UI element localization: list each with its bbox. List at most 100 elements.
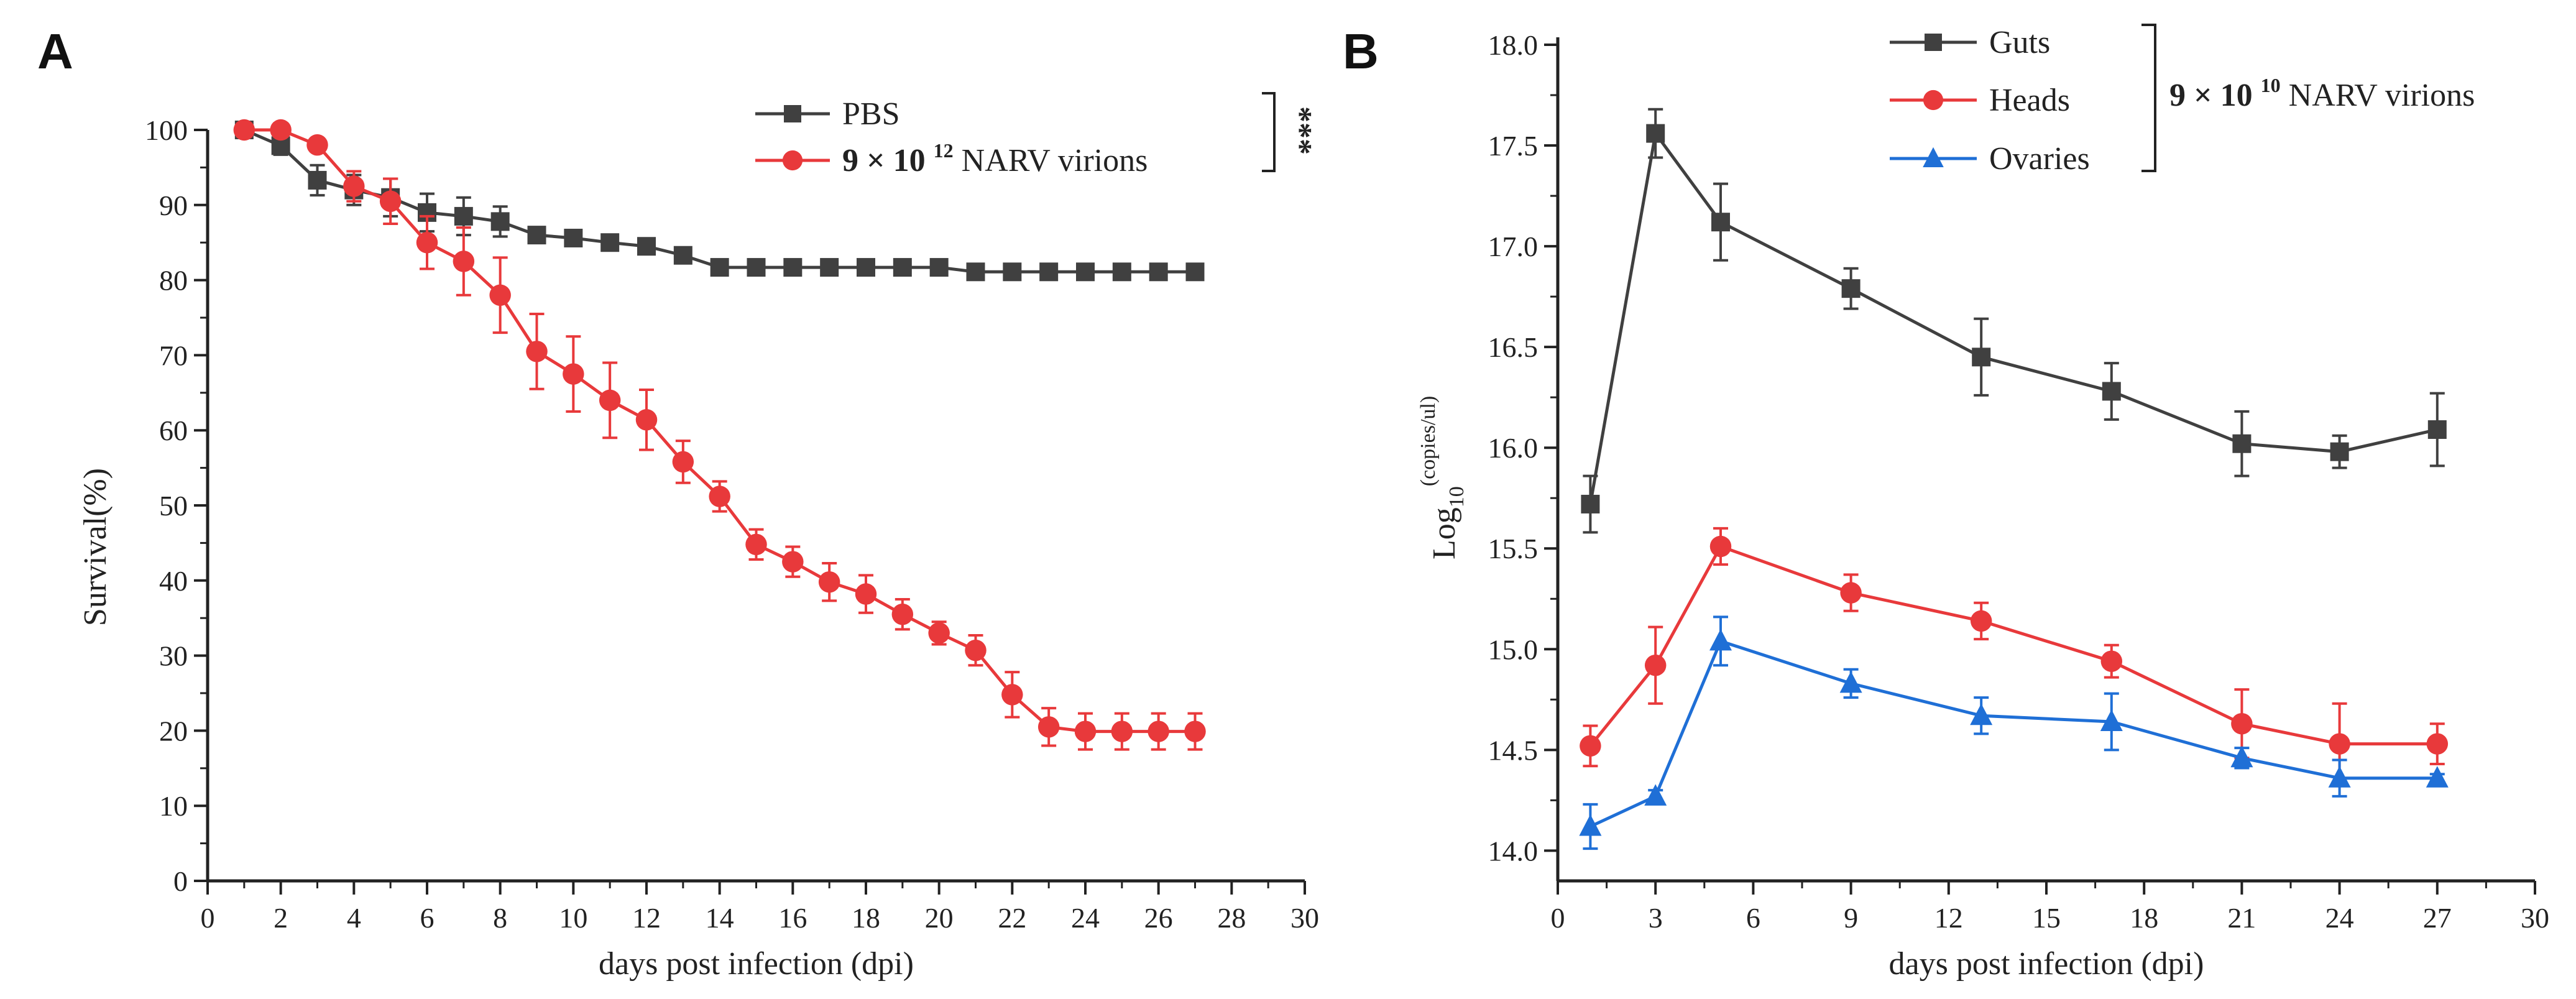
x-tick-label: 14 [706,902,734,934]
data-point [306,134,328,156]
data-point [1074,720,1097,742]
data-point [416,231,438,254]
data-point [928,622,950,644]
data-point [1840,582,1862,604]
data-point [2232,434,2252,453]
x-tick-label: 16 [778,902,807,934]
data-point [2102,382,2121,401]
y-tick-label: 20 [159,715,188,747]
x-tick-label: 15 [2032,902,2061,934]
data-point [1149,262,1168,282]
panel-label: A [37,24,73,79]
x-tick-label: 4 [347,902,361,934]
data-point [2426,766,2449,788]
y-tick-label: 10 [159,790,188,822]
data-point [2100,650,2123,672]
panel-label: B [1343,24,1379,79]
y-tick-label: 14.5 [1488,734,1539,766]
data-point [1711,213,1730,232]
legend-marker [784,105,801,122]
data-point [1579,814,1602,836]
legend-marker [1925,34,1942,51]
data-point [893,258,912,277]
data-point [818,571,840,593]
y-tick-label: 80 [159,265,188,297]
data-point [1184,720,1206,742]
panel-a: A0 2 4 6 8 10 12 14 16 18 20 22 24 26 28 30010203040506… [37,24,1319,982]
x-tick-label: 26 [1144,902,1173,934]
data-point [673,246,692,265]
data-point [2230,745,2253,768]
data-point [308,170,327,190]
x-tick-label: 22 [998,902,1026,934]
series-line [1589,639,2437,828]
x-tick-label: 3 [1649,902,1663,934]
data-point [2330,442,2349,461]
legend-label: Heads [1989,83,2070,118]
data-point [2231,712,2253,735]
data-point [1709,628,1732,651]
data-point [635,409,658,431]
data-point [1581,494,1600,513]
data-point [1644,784,1667,806]
y-axis-label: Log10(copies/ul) [1417,396,1468,559]
data-point [1111,720,1133,742]
data-point [672,451,694,473]
data-point [857,258,875,277]
data-point [1112,262,1131,282]
x-tick-label: 27 [2423,902,2452,934]
data-point [1972,348,1991,367]
data-point [710,258,729,277]
series-1 [1580,527,2449,786]
data-point [1970,703,1993,725]
data-point [343,175,365,197]
data-point [563,363,584,385]
data-point [1148,720,1169,742]
x-tick-label: 0 [1551,902,1565,934]
legend-marker [1923,90,1944,111]
x-axis-label: days post infection (dpi) [1889,946,2204,982]
legend-label: PBS [842,96,900,132]
legend-marker [1923,147,1944,167]
significance-label: *** [1282,106,1318,155]
panel-b: B 0 3 6 9 12 15 18 21 24 27 30 14.0 14.5 15.0 15.5 16.0 1… [1343,24,2549,982]
data-point [855,583,877,605]
x-tick-label: 21 [2227,902,2256,934]
data-point [1644,654,1667,676]
data-point [490,212,510,231]
data-point [709,486,730,507]
data-point [637,237,656,256]
data-point [527,226,546,245]
y-tick-label: 30 [159,640,188,672]
x-tick-label: 10 [559,902,587,934]
data-point [782,551,804,573]
data-point [891,603,914,625]
data-point [929,258,949,277]
data-point [1185,262,1205,282]
y-tick-label: 14.0 [1488,835,1539,867]
y-tick-label: 90 [159,190,188,221]
y-tick-label: 15.0 [1488,633,1539,665]
legend: Guts Heads Ovaries 9 × 10 10 NARV virions [1890,24,2475,177]
data-point [965,639,987,661]
data-point [1580,735,1601,757]
data-point [564,228,583,247]
data-point [820,258,839,277]
data-point [2329,733,2350,755]
data-point [1001,684,1023,706]
data-point [1076,262,1095,282]
x-tick-label: 8 [493,902,507,934]
y-tick-label: 16.0 [1488,432,1539,464]
x-tick-label: 9 [1844,902,1858,934]
data-point [1037,716,1060,738]
series-2 [1579,615,2449,850]
data-point [2427,420,2447,440]
y-tick-label: 18.0 [1488,29,1539,61]
legend-label: Ovaries [1989,141,2090,177]
data-point [2100,709,2123,731]
y-axis-label: Survival(%) [78,468,113,626]
y-tick-label: 0 [173,865,188,897]
data-point [599,389,621,412]
data-point [1003,262,1022,282]
